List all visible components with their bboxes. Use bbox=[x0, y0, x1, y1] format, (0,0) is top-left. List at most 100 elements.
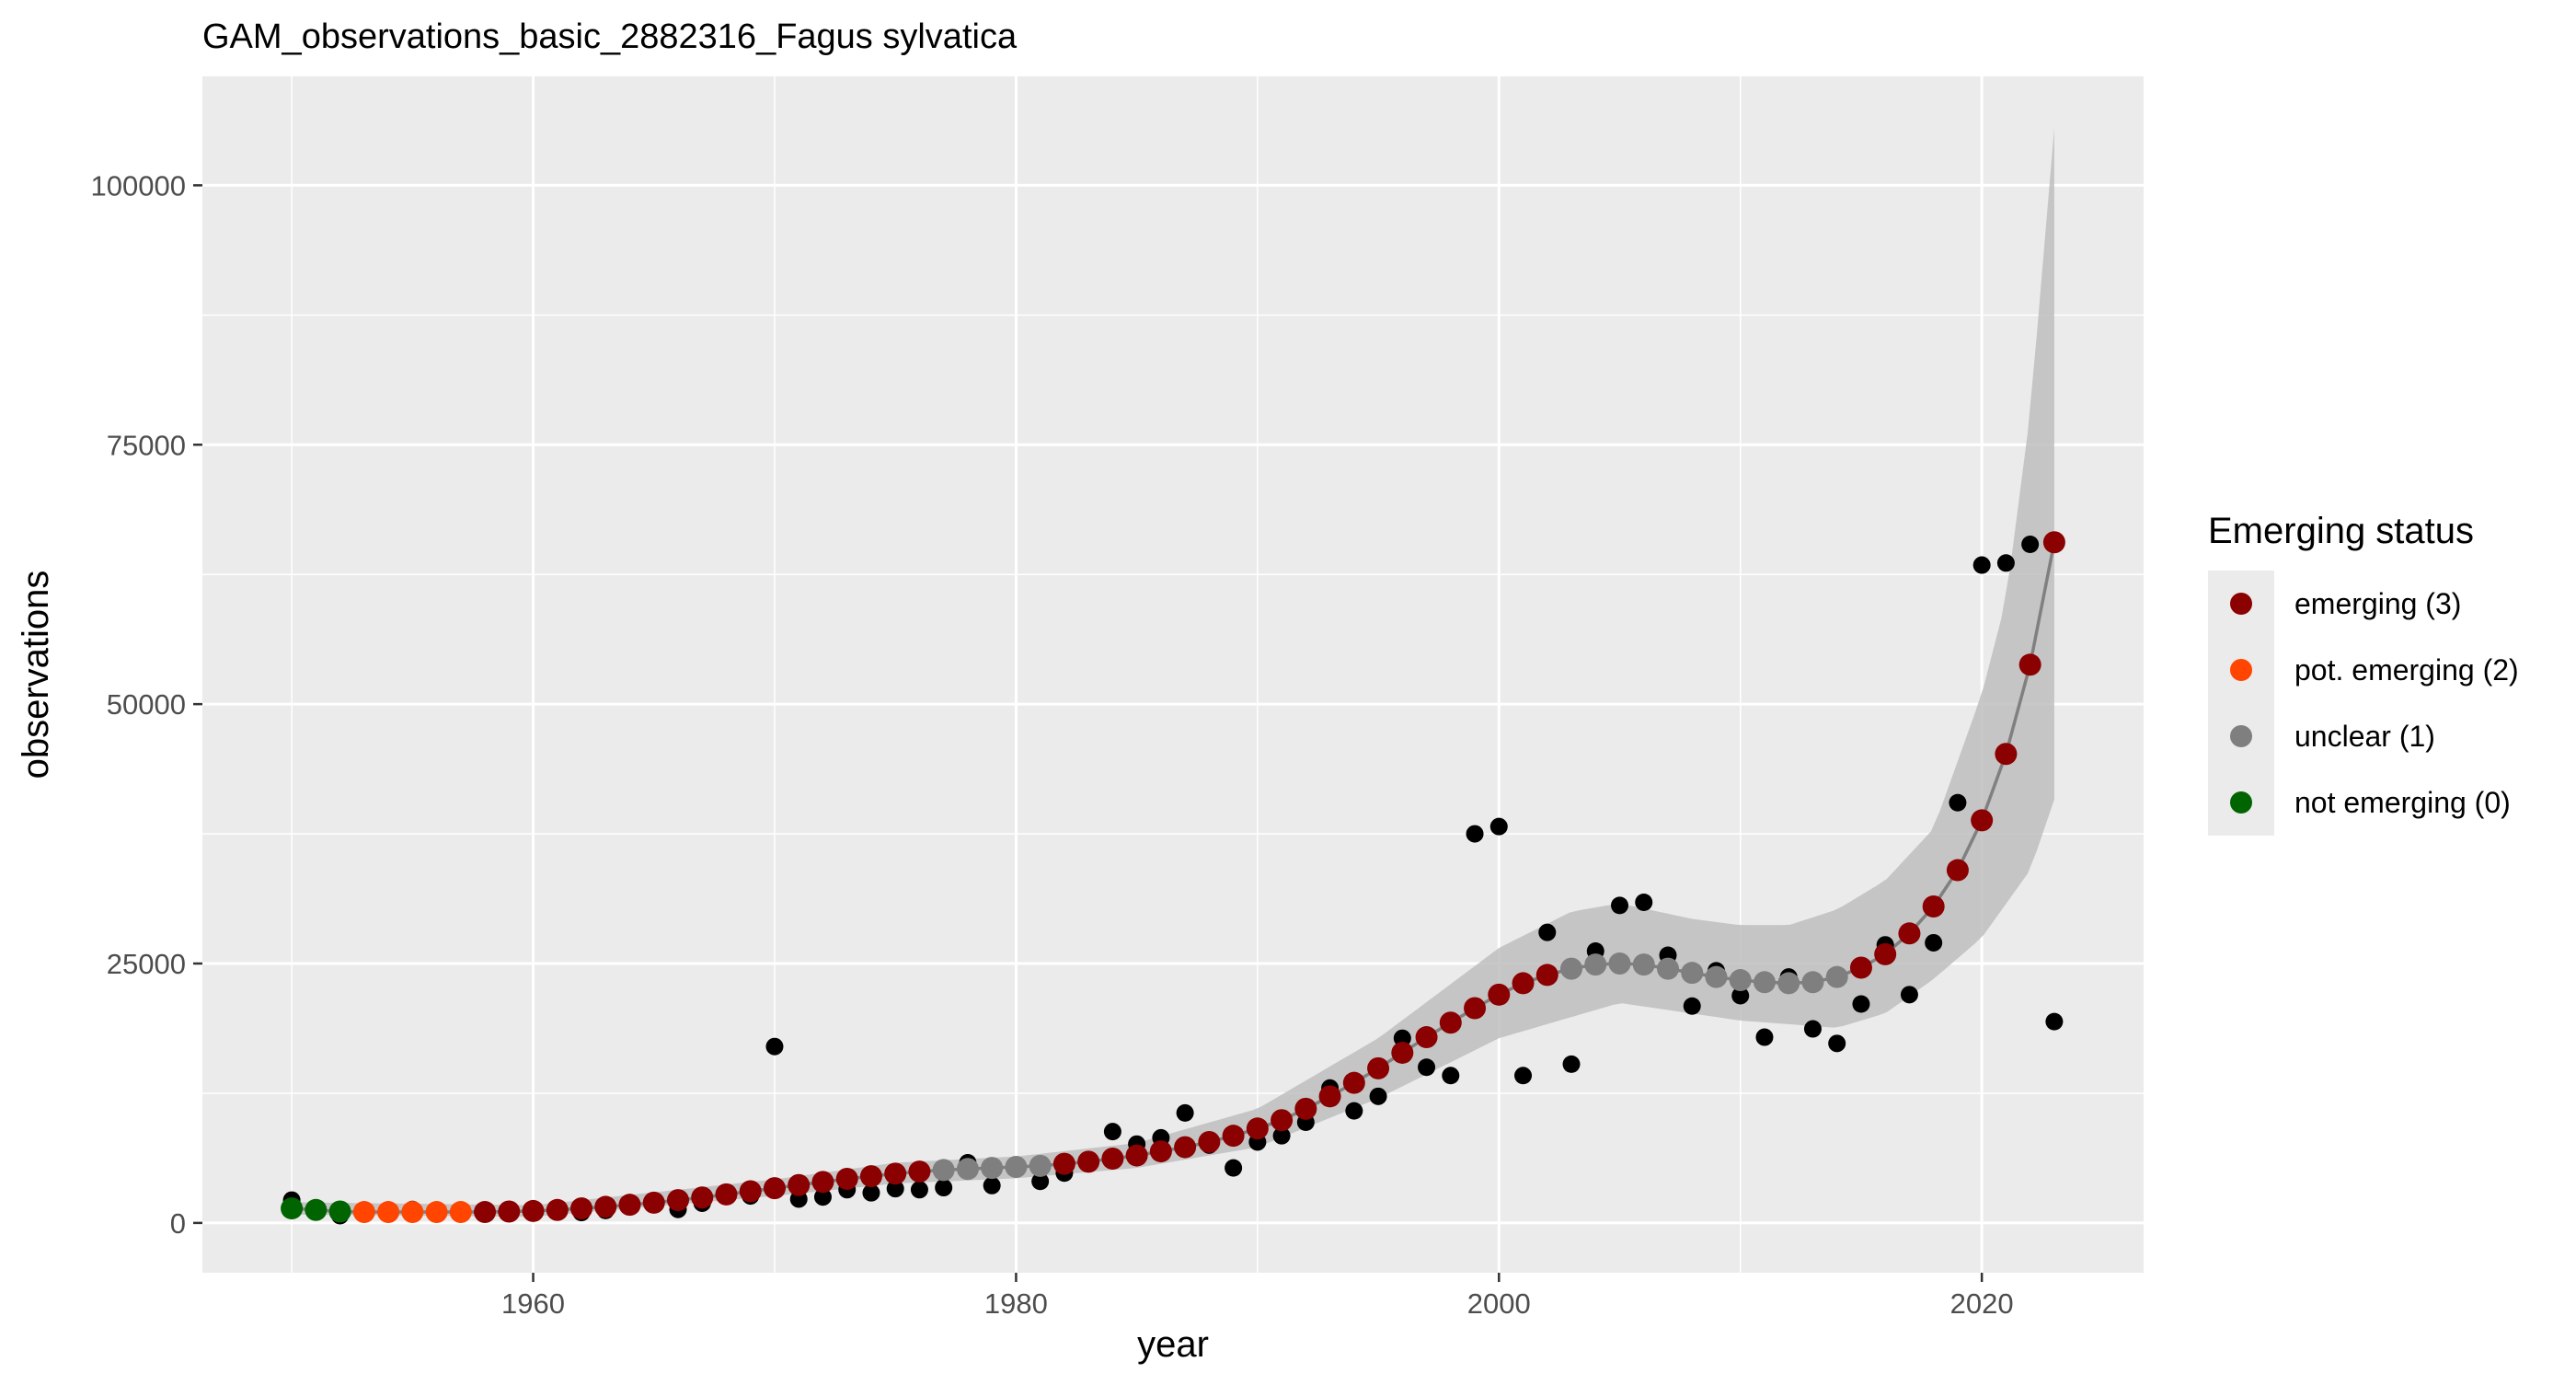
fitted-point bbox=[1246, 1117, 1269, 1140]
fitted-point bbox=[594, 1195, 617, 1218]
observed-point bbox=[1828, 1034, 1846, 1053]
observed-point bbox=[1345, 1102, 1363, 1120]
fitted-point bbox=[1971, 809, 1994, 832]
x-axis: 1960 1980 2000 2020 bbox=[501, 1273, 2014, 1320]
fitted-point bbox=[546, 1198, 569, 1221]
observed-point bbox=[1755, 1028, 1774, 1046]
observed-point bbox=[765, 1037, 784, 1056]
fitted-point bbox=[1052, 1152, 1075, 1175]
observed-point bbox=[2021, 536, 2040, 553]
fitted-point bbox=[1946, 859, 1969, 882]
fitted-point bbox=[1681, 962, 1704, 985]
observed-point bbox=[1225, 1159, 1243, 1177]
observed-point bbox=[1900, 986, 1918, 1004]
observed-point bbox=[1393, 1029, 1411, 1047]
fitted-point bbox=[811, 1171, 834, 1194]
fitted-point bbox=[1753, 971, 1776, 994]
observed-point bbox=[1442, 1067, 1460, 1085]
observed-point bbox=[1852, 995, 1870, 1013]
fitted-point bbox=[1849, 956, 1872, 979]
observed-point bbox=[813, 1188, 832, 1206]
legend-entries: emerging (3) pot. emerging (2) unclear (1)… bbox=[2208, 571, 2519, 836]
fitted-point bbox=[1174, 1136, 1197, 1159]
fitted-point bbox=[1584, 953, 1607, 976]
fitted-point bbox=[1222, 1125, 1245, 1148]
observed-point bbox=[1466, 825, 1484, 843]
observed-point bbox=[1514, 1067, 1533, 1085]
x-axis-label: year bbox=[1137, 1324, 1209, 1365]
observed-point bbox=[1972, 556, 1991, 574]
observed-point bbox=[1949, 793, 1967, 812]
fitted-point bbox=[1391, 1041, 1414, 1064]
observed-point bbox=[1803, 1020, 1822, 1038]
fitted-point bbox=[1294, 1097, 1317, 1120]
y-tick-label: 25000 bbox=[107, 948, 186, 980]
legend-entry-label: unclear (1) bbox=[2294, 720, 2435, 753]
observed-point bbox=[1562, 1055, 1581, 1073]
minor-gridlines bbox=[202, 76, 2144, 1273]
observed-point bbox=[1176, 1103, 1194, 1122]
fitted-point bbox=[1464, 997, 1487, 1020]
observed-point bbox=[1683, 997, 1701, 1015]
confidence-ribbon-layer bbox=[292, 128, 2054, 1218]
fitted-point bbox=[498, 1200, 521, 1223]
fitted-point bbox=[1005, 1156, 1028, 1178]
legend-key-dot bbox=[2230, 659, 2252, 681]
fitted-point bbox=[281, 1197, 304, 1220]
fitted-point bbox=[667, 1189, 689, 1212]
x-tick-label: 1960 bbox=[501, 1287, 565, 1320]
confidence-ribbon bbox=[292, 128, 2054, 1218]
fitted-point bbox=[1029, 1154, 1052, 1177]
observed-point bbox=[1731, 987, 1750, 1005]
major-gridlines bbox=[202, 76, 2144, 1273]
fitted-point bbox=[1101, 1147, 1124, 1170]
fitted-point bbox=[1318, 1085, 1341, 1108]
fitted-point bbox=[1439, 1011, 1462, 1034]
observed-point bbox=[1538, 923, 1557, 941]
fitted-point bbox=[2042, 531, 2065, 554]
fitted-point bbox=[981, 1157, 1004, 1180]
fitted-point bbox=[1367, 1056, 1390, 1079]
legend-key-dot bbox=[2230, 725, 2252, 747]
legend-key-dot bbox=[2230, 593, 2252, 615]
fitted-point bbox=[932, 1159, 955, 1182]
observed-point bbox=[862, 1183, 880, 1202]
fitted-point bbox=[1560, 957, 1583, 980]
fitted-point bbox=[739, 1180, 762, 1203]
x-tick-label: 1980 bbox=[984, 1287, 1048, 1320]
x-tick-label: 2000 bbox=[1467, 1287, 1531, 1320]
fitted-point bbox=[1149, 1140, 1172, 1163]
fitted-point bbox=[1512, 972, 1535, 995]
fitted-point bbox=[1077, 1150, 1100, 1173]
observed-point bbox=[935, 1179, 953, 1197]
fitted-point bbox=[859, 1165, 882, 1188]
legend-entry-label: emerging (3) bbox=[2294, 587, 2461, 620]
fitted-point bbox=[1198, 1130, 1221, 1153]
legend-entry-label: not emerging (0) bbox=[2294, 786, 2511, 819]
fitted-point bbox=[1415, 1026, 1438, 1049]
observed-point bbox=[1925, 933, 1943, 952]
observed-point bbox=[1611, 896, 1629, 915]
observed-point bbox=[910, 1181, 928, 1199]
plot-panel bbox=[202, 76, 2144, 1273]
fitted-point bbox=[642, 1191, 665, 1214]
observed-point bbox=[983, 1176, 1001, 1195]
fitted-point bbox=[956, 1158, 979, 1181]
fitted-point bbox=[1898, 922, 1921, 945]
fitted-point bbox=[377, 1201, 400, 1224]
y-axis: 0 25000 50000 75000 100000 bbox=[91, 169, 202, 1240]
y-tick-label: 100000 bbox=[91, 169, 186, 202]
fitted-point bbox=[1342, 1071, 1365, 1094]
fitted-point bbox=[570, 1197, 593, 1220]
fitted-point bbox=[1777, 972, 1800, 995]
fitted-points-layer bbox=[281, 531, 2065, 1224]
observed-point bbox=[1103, 1123, 1121, 1141]
fitted-point bbox=[884, 1162, 907, 1185]
fitted-point bbox=[305, 1198, 328, 1221]
y-tick-label: 75000 bbox=[107, 429, 186, 461]
observed-point bbox=[2045, 1012, 2064, 1031]
legend-key-dot bbox=[2230, 791, 2252, 814]
observed-point bbox=[1369, 1087, 1387, 1105]
fitted-point bbox=[1729, 969, 1752, 992]
observed-point bbox=[1996, 554, 2015, 572]
